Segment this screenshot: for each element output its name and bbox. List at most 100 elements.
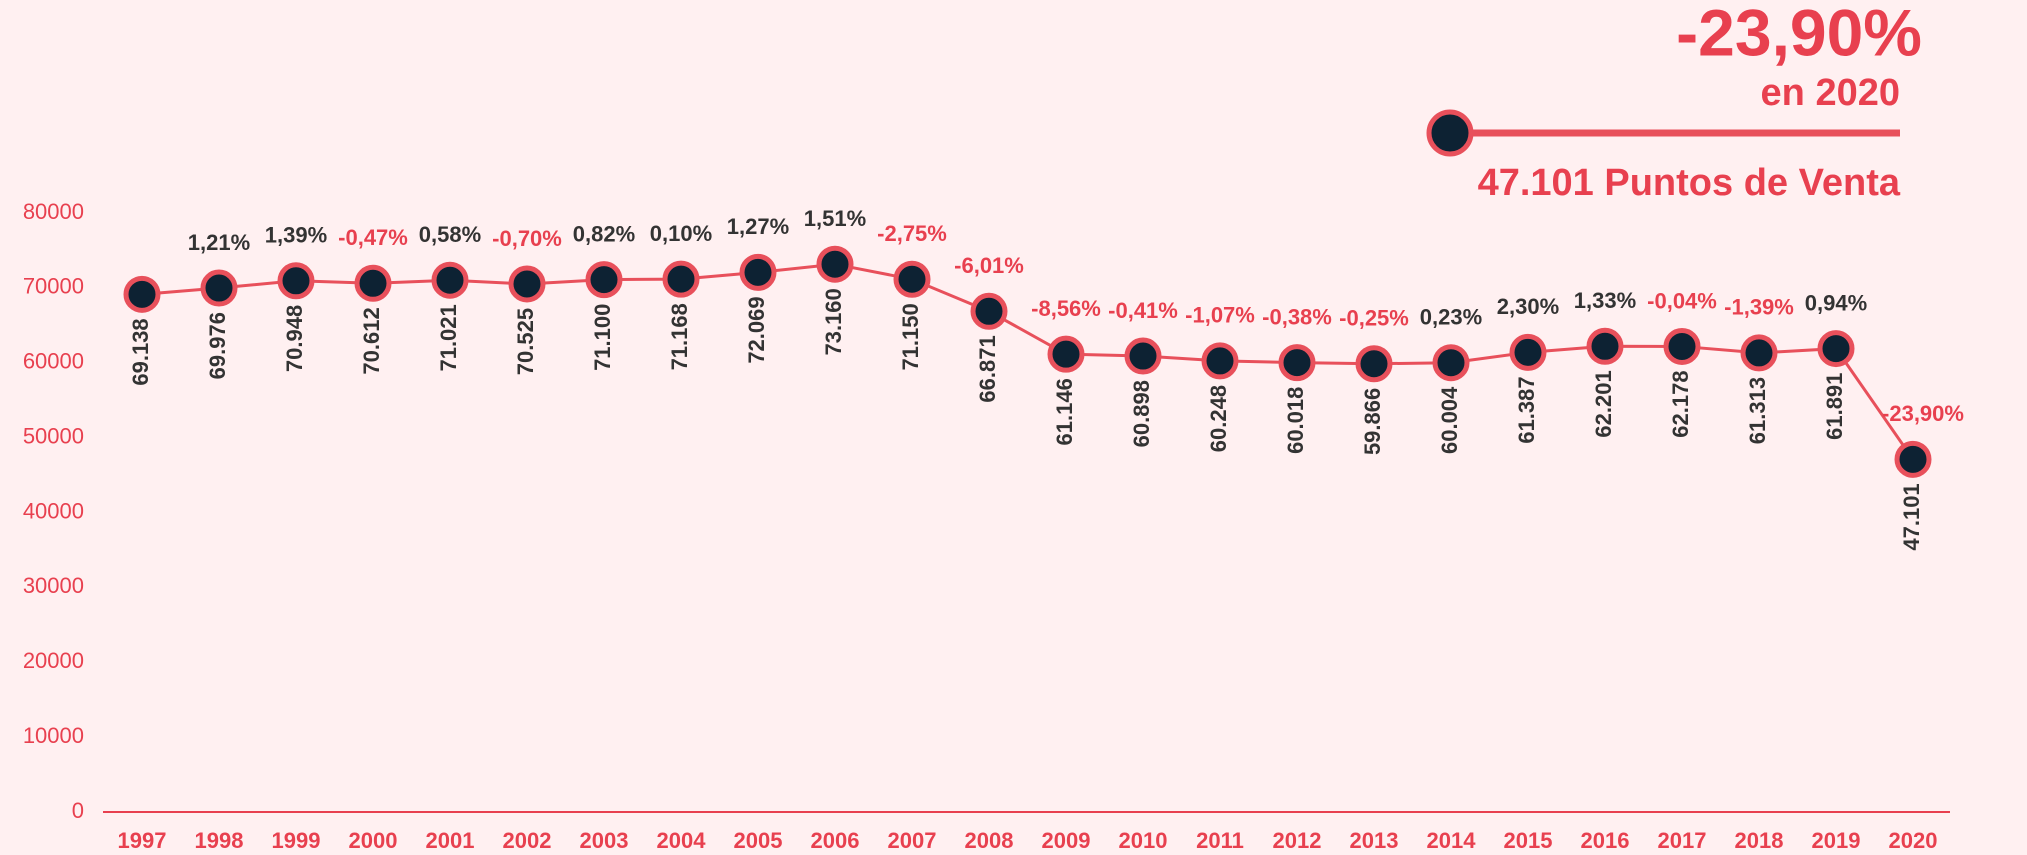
data-point	[1817, 330, 1855, 368]
x-tick-label: 2008	[965, 828, 1014, 853]
data-point	[1509, 333, 1547, 371]
data-point	[1740, 334, 1778, 372]
data-point	[508, 265, 546, 303]
data-point	[1201, 342, 1239, 380]
data-point	[1124, 337, 1162, 375]
value-label: 69.138	[128, 318, 153, 385]
y-tick-label: 20000	[23, 648, 84, 673]
x-tick-label: 2014	[1427, 828, 1477, 853]
value-label: 61.146	[1052, 378, 1077, 445]
value-label: 69.976	[205, 312, 230, 379]
value-label: 61.313	[1745, 377, 1770, 444]
value-label: 71.150	[898, 303, 923, 370]
value-label: 62.201	[1591, 370, 1616, 437]
change-label: -6,01%	[954, 253, 1024, 278]
data-point	[277, 262, 315, 300]
change-label: -0,38%	[1262, 304, 1332, 329]
value-label: 60.898	[1129, 380, 1154, 447]
change-label: 1,21%	[188, 230, 250, 255]
change-label: 1,51%	[804, 206, 866, 231]
change-label: 2,30%	[1497, 294, 1559, 319]
data-point	[739, 253, 777, 291]
x-tick-label: 2018	[1735, 828, 1784, 853]
callout-headline: -23,90%	[1676, 0, 1922, 69]
data-point	[1278, 344, 1316, 382]
value-label: 62.178	[1668, 370, 1693, 437]
y-tick-label: 70000	[23, 274, 84, 299]
data-point	[816, 245, 854, 283]
data-point	[662, 260, 700, 298]
x-tick-label: 2016	[1581, 828, 1630, 853]
x-tick-label: 2007	[888, 828, 937, 853]
x-tick-label: 1999	[272, 828, 321, 853]
change-label: 0,82%	[573, 221, 635, 246]
y-tick-label: 50000	[23, 423, 84, 448]
x-tick-label: 2011	[1196, 828, 1244, 853]
x-tick-label: 2020	[1889, 828, 1938, 853]
change-label: -1,39%	[1724, 295, 1794, 320]
change-label: -8,56%	[1031, 296, 1101, 321]
change-label: -2,75%	[877, 221, 947, 246]
y-tick-label: 60000	[23, 349, 84, 374]
y-tick-label: 30000	[23, 573, 84, 598]
x-tick-label: 1997	[118, 828, 167, 853]
value-label: 73.160	[821, 288, 846, 355]
value-label: 59.866	[1360, 388, 1385, 455]
y-tick-label: 10000	[23, 723, 84, 748]
change-label: -0,47%	[338, 225, 408, 250]
x-tick-label: 2017	[1658, 828, 1707, 853]
data-point	[1663, 327, 1701, 365]
value-label: 71.021	[436, 304, 461, 371]
x-tick-label: 2002	[503, 828, 552, 853]
value-label: 71.168	[667, 303, 692, 370]
value-label: 61.387	[1514, 376, 1539, 443]
data-point	[1355, 345, 1393, 383]
value-label: 72.069	[744, 296, 769, 363]
change-label: -0,04%	[1647, 288, 1717, 313]
x-tick-label: 2010	[1119, 828, 1168, 853]
x-tick-label: 2009	[1042, 828, 1091, 853]
data-point	[123, 275, 161, 313]
x-tick-label: 2006	[811, 828, 860, 853]
change-label: -0,25%	[1339, 306, 1409, 331]
value-label: 66.871	[975, 335, 1000, 402]
x-tick-label: 2001	[426, 828, 475, 853]
x-tick-label: 2019	[1812, 828, 1861, 853]
data-point	[893, 260, 931, 298]
x-tick-label: 2012	[1273, 828, 1322, 853]
y-tick-label: 80000	[23, 199, 84, 224]
y-tick-label: 40000	[23, 498, 84, 523]
x-tick-label: 2004	[657, 828, 707, 853]
value-label: 70.948	[282, 305, 307, 372]
data-point	[354, 264, 392, 302]
data-point	[1894, 440, 1932, 478]
callout-caption: 47.101 Puntos de Venta	[1478, 162, 1901, 204]
value-label: 60.004	[1437, 386, 1462, 454]
x-tick-label: 2003	[580, 828, 629, 853]
data-point	[200, 269, 238, 307]
y-tick-label: 0	[72, 798, 84, 823]
change-label: 1,33%	[1574, 288, 1636, 313]
value-label: 60.018	[1283, 387, 1308, 454]
change-label: 1,27%	[727, 214, 789, 239]
change-label: 0,10%	[650, 221, 712, 246]
data-point	[1586, 327, 1624, 365]
value-label: 71.100	[590, 304, 615, 371]
change-label: 0,23%	[1420, 305, 1482, 330]
change-label: 0,94%	[1805, 290, 1867, 315]
change-label: -1,07%	[1185, 303, 1255, 328]
value-label: 70.612	[359, 307, 384, 374]
callout-marker	[1426, 109, 1474, 157]
value-label: 70.525	[513, 308, 538, 375]
callout-sub: en 2020	[1761, 72, 1900, 114]
value-label: 60.248	[1206, 385, 1231, 452]
x-tick-label: 2000	[349, 828, 398, 853]
data-point	[1047, 335, 1085, 373]
x-tick-label: 2015	[1504, 828, 1553, 853]
change-label: -23,90%	[1882, 401, 1964, 426]
change-label: 1,39%	[265, 223, 327, 248]
data-point	[585, 261, 623, 299]
change-label: -0,41%	[1108, 298, 1178, 323]
data-point	[1432, 344, 1470, 382]
